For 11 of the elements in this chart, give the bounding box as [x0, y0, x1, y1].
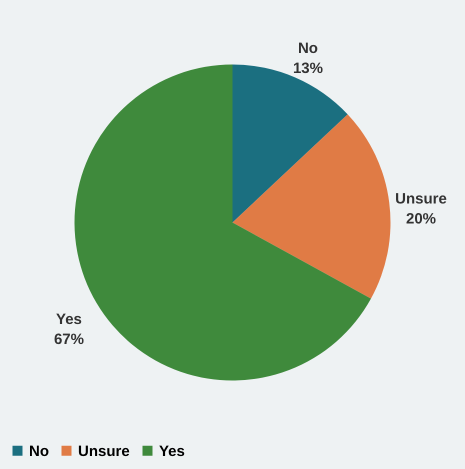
- data-label: 67%: [54, 331, 84, 348]
- legend-label: Yes: [159, 442, 185, 460]
- legend-label: Unsure: [78, 442, 130, 460]
- legend-label: No: [29, 442, 49, 460]
- slice-label: Yes: [56, 311, 82, 328]
- data-label: 13%: [292, 60, 323, 78]
- slice-label: No: [298, 40, 318, 58]
- data-label: 20%: [406, 210, 436, 228]
- slice-label: Unsure: [395, 190, 447, 208]
- pie-slice: [232, 114, 390, 299]
- pie-slice: [232, 64, 348, 222]
